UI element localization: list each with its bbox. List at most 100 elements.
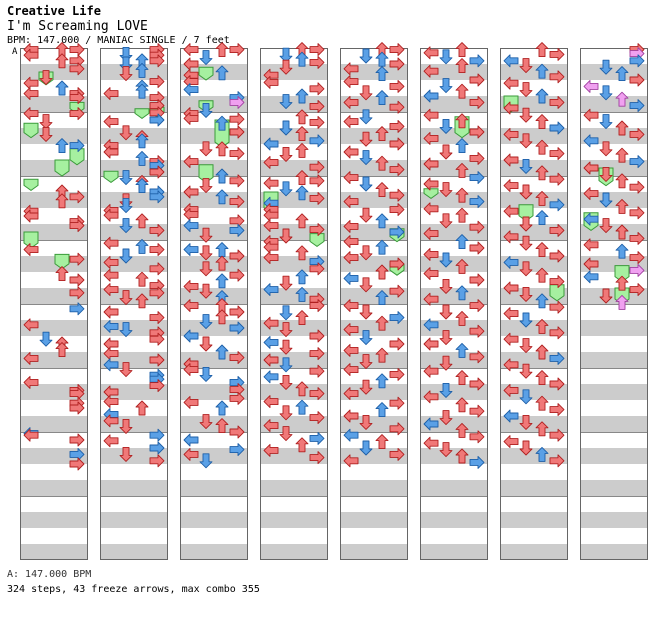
down-arrow <box>199 283 213 299</box>
song-title: I'm Screaming LOVE <box>7 19 148 34</box>
right-arrow <box>389 257 405 271</box>
left-arrow <box>583 108 599 122</box>
down-arrow <box>359 85 373 101</box>
up-arrow <box>535 63 549 79</box>
right-arrow <box>229 321 245 335</box>
down-arrow <box>599 288 613 304</box>
right-arrow <box>389 119 405 133</box>
beat-stripe <box>340 352 408 368</box>
up-arrow <box>455 397 469 413</box>
right-arrow <box>229 443 245 457</box>
up-arrow <box>455 207 469 223</box>
right-arrow <box>229 425 245 439</box>
right-arrow <box>309 431 325 445</box>
beat-stripe <box>500 512 568 528</box>
right-arrow <box>549 70 565 84</box>
up-arrow <box>535 421 549 437</box>
left-arrow <box>503 179 519 193</box>
beat-stripe <box>500 480 568 496</box>
right-arrow <box>469 350 485 364</box>
left-arrow <box>103 283 119 297</box>
right-arrow <box>389 163 405 177</box>
down-arrow <box>119 362 133 378</box>
left-arrow <box>23 107 39 121</box>
left-arrow <box>583 257 599 271</box>
left-arrow <box>343 323 359 337</box>
left-arrow <box>183 395 199 409</box>
up-arrow <box>455 342 469 358</box>
right-arrow <box>469 125 485 139</box>
up-arrow <box>135 293 149 309</box>
left-arrow <box>503 127 519 141</box>
freeze-arrow <box>198 66 214 81</box>
right-arrow <box>549 47 565 61</box>
beat-stripe <box>500 416 568 432</box>
up-arrow <box>615 243 629 259</box>
left-arrow <box>423 417 439 431</box>
up-arrow <box>615 275 629 291</box>
right-arrow <box>469 241 485 255</box>
right-arrow <box>389 203 405 217</box>
up-arrow <box>295 399 309 415</box>
right-arrow <box>149 113 165 127</box>
freeze-arrow <box>23 231 39 249</box>
left-arrow <box>423 89 439 103</box>
up-arrow <box>615 120 629 136</box>
right-arrow <box>149 441 165 455</box>
right-arrow <box>549 403 565 417</box>
chart-column-border <box>20 48 88 560</box>
down-arrow <box>359 150 373 166</box>
down-arrow <box>199 178 213 194</box>
right-arrow <box>229 305 245 319</box>
left-arrow <box>423 202 439 216</box>
left-arrow <box>263 75 279 89</box>
right-arrow <box>69 139 85 153</box>
left-arrow <box>423 177 439 191</box>
up-arrow <box>535 42 549 58</box>
right-arrow <box>309 329 325 343</box>
up-arrow <box>295 109 309 125</box>
right-arrow <box>629 99 645 113</box>
down-arrow <box>519 235 533 251</box>
right-arrow <box>389 447 405 461</box>
up-arrow <box>135 83 149 99</box>
down-arrow <box>519 216 533 232</box>
up-arrow <box>135 271 149 287</box>
left-arrow <box>103 268 119 282</box>
right-arrow <box>229 195 245 209</box>
beat-stripe <box>260 544 328 560</box>
down-arrow <box>119 198 133 214</box>
left-arrow <box>23 351 39 365</box>
right-arrow <box>549 172 565 186</box>
right-arrow <box>309 160 325 174</box>
freeze-arrow <box>423 188 439 200</box>
down-arrow <box>119 218 133 234</box>
chart-column-border <box>580 48 648 560</box>
left-arrow <box>423 157 439 171</box>
up-arrow <box>135 150 149 166</box>
down-arrow <box>439 182 453 198</box>
down-arrow <box>439 252 453 268</box>
beat-stripe <box>180 512 248 528</box>
beat-stripe <box>20 160 88 176</box>
left-arrow <box>103 236 119 250</box>
up-arrow <box>375 213 389 229</box>
up-arrow <box>215 255 229 271</box>
left-arrow <box>583 238 599 252</box>
up-arrow <box>615 91 629 107</box>
beat-stripe <box>100 480 168 496</box>
up-arrow <box>375 402 389 418</box>
right-arrow <box>549 377 565 391</box>
up-arrow <box>295 142 309 158</box>
left-arrow <box>183 299 199 313</box>
down-arrow <box>279 405 293 421</box>
up-arrow <box>375 155 389 171</box>
left-arrow <box>23 318 39 332</box>
up-arrow <box>295 245 309 261</box>
chart-column-border <box>340 48 408 560</box>
left-arrow <box>423 267 439 281</box>
right-arrow <box>309 55 325 69</box>
right-arrow <box>229 147 245 161</box>
right-arrow <box>149 332 165 346</box>
right-arrow <box>549 428 565 442</box>
